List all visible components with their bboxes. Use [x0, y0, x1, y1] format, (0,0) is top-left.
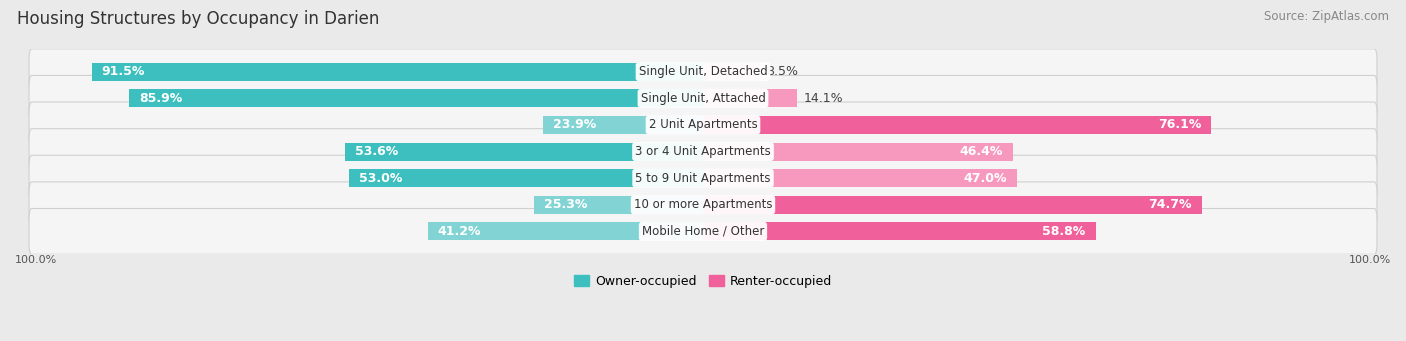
Text: Single Unit, Attached: Single Unit, Attached — [641, 92, 765, 105]
FancyBboxPatch shape — [30, 102, 1376, 148]
Text: 100.0%: 100.0% — [1348, 255, 1391, 265]
Text: Mobile Home / Other: Mobile Home / Other — [641, 225, 765, 238]
Text: 47.0%: 47.0% — [963, 172, 1007, 185]
Text: 58.8%: 58.8% — [1042, 225, 1085, 238]
Text: 14.1%: 14.1% — [804, 92, 844, 105]
Bar — [427, 222, 703, 240]
Bar — [703, 196, 1202, 214]
Text: 46.4%: 46.4% — [959, 145, 1002, 158]
Bar — [703, 63, 759, 81]
FancyBboxPatch shape — [30, 75, 1376, 121]
Text: 2 Unit Apartments: 2 Unit Apartments — [648, 118, 758, 131]
Text: 23.9%: 23.9% — [554, 118, 596, 131]
Text: 100.0%: 100.0% — [15, 255, 58, 265]
Text: 53.6%: 53.6% — [354, 145, 398, 158]
Bar — [703, 143, 1012, 161]
Text: 85.9%: 85.9% — [139, 92, 183, 105]
Bar — [344, 143, 703, 161]
Bar — [349, 169, 703, 187]
Text: 41.2%: 41.2% — [437, 225, 481, 238]
FancyBboxPatch shape — [30, 155, 1376, 201]
Text: 25.3%: 25.3% — [544, 198, 588, 211]
Text: 3 or 4 Unit Apartments: 3 or 4 Unit Apartments — [636, 145, 770, 158]
Bar — [534, 196, 703, 214]
Text: 53.0%: 53.0% — [359, 172, 402, 185]
Bar — [703, 116, 1212, 134]
Text: 91.5%: 91.5% — [101, 65, 145, 78]
Text: 5 to 9 Unit Apartments: 5 to 9 Unit Apartments — [636, 172, 770, 185]
Text: Single Unit, Detached: Single Unit, Detached — [638, 65, 768, 78]
FancyBboxPatch shape — [30, 182, 1376, 228]
Bar — [703, 222, 1095, 240]
Bar — [91, 63, 703, 81]
Text: 74.7%: 74.7% — [1149, 198, 1192, 211]
Bar — [129, 89, 703, 107]
FancyBboxPatch shape — [30, 49, 1376, 94]
Text: 76.1%: 76.1% — [1159, 118, 1201, 131]
Text: 10 or more Apartments: 10 or more Apartments — [634, 198, 772, 211]
FancyBboxPatch shape — [30, 208, 1376, 254]
Text: 8.5%: 8.5% — [766, 65, 799, 78]
FancyBboxPatch shape — [30, 129, 1376, 175]
Bar — [543, 116, 703, 134]
Bar — [703, 169, 1017, 187]
Text: Source: ZipAtlas.com: Source: ZipAtlas.com — [1264, 10, 1389, 23]
Legend: Owner-occupied, Renter-occupied: Owner-occupied, Renter-occupied — [568, 270, 838, 293]
Text: Housing Structures by Occupancy in Darien: Housing Structures by Occupancy in Darie… — [17, 10, 380, 28]
Bar — [703, 89, 797, 107]
